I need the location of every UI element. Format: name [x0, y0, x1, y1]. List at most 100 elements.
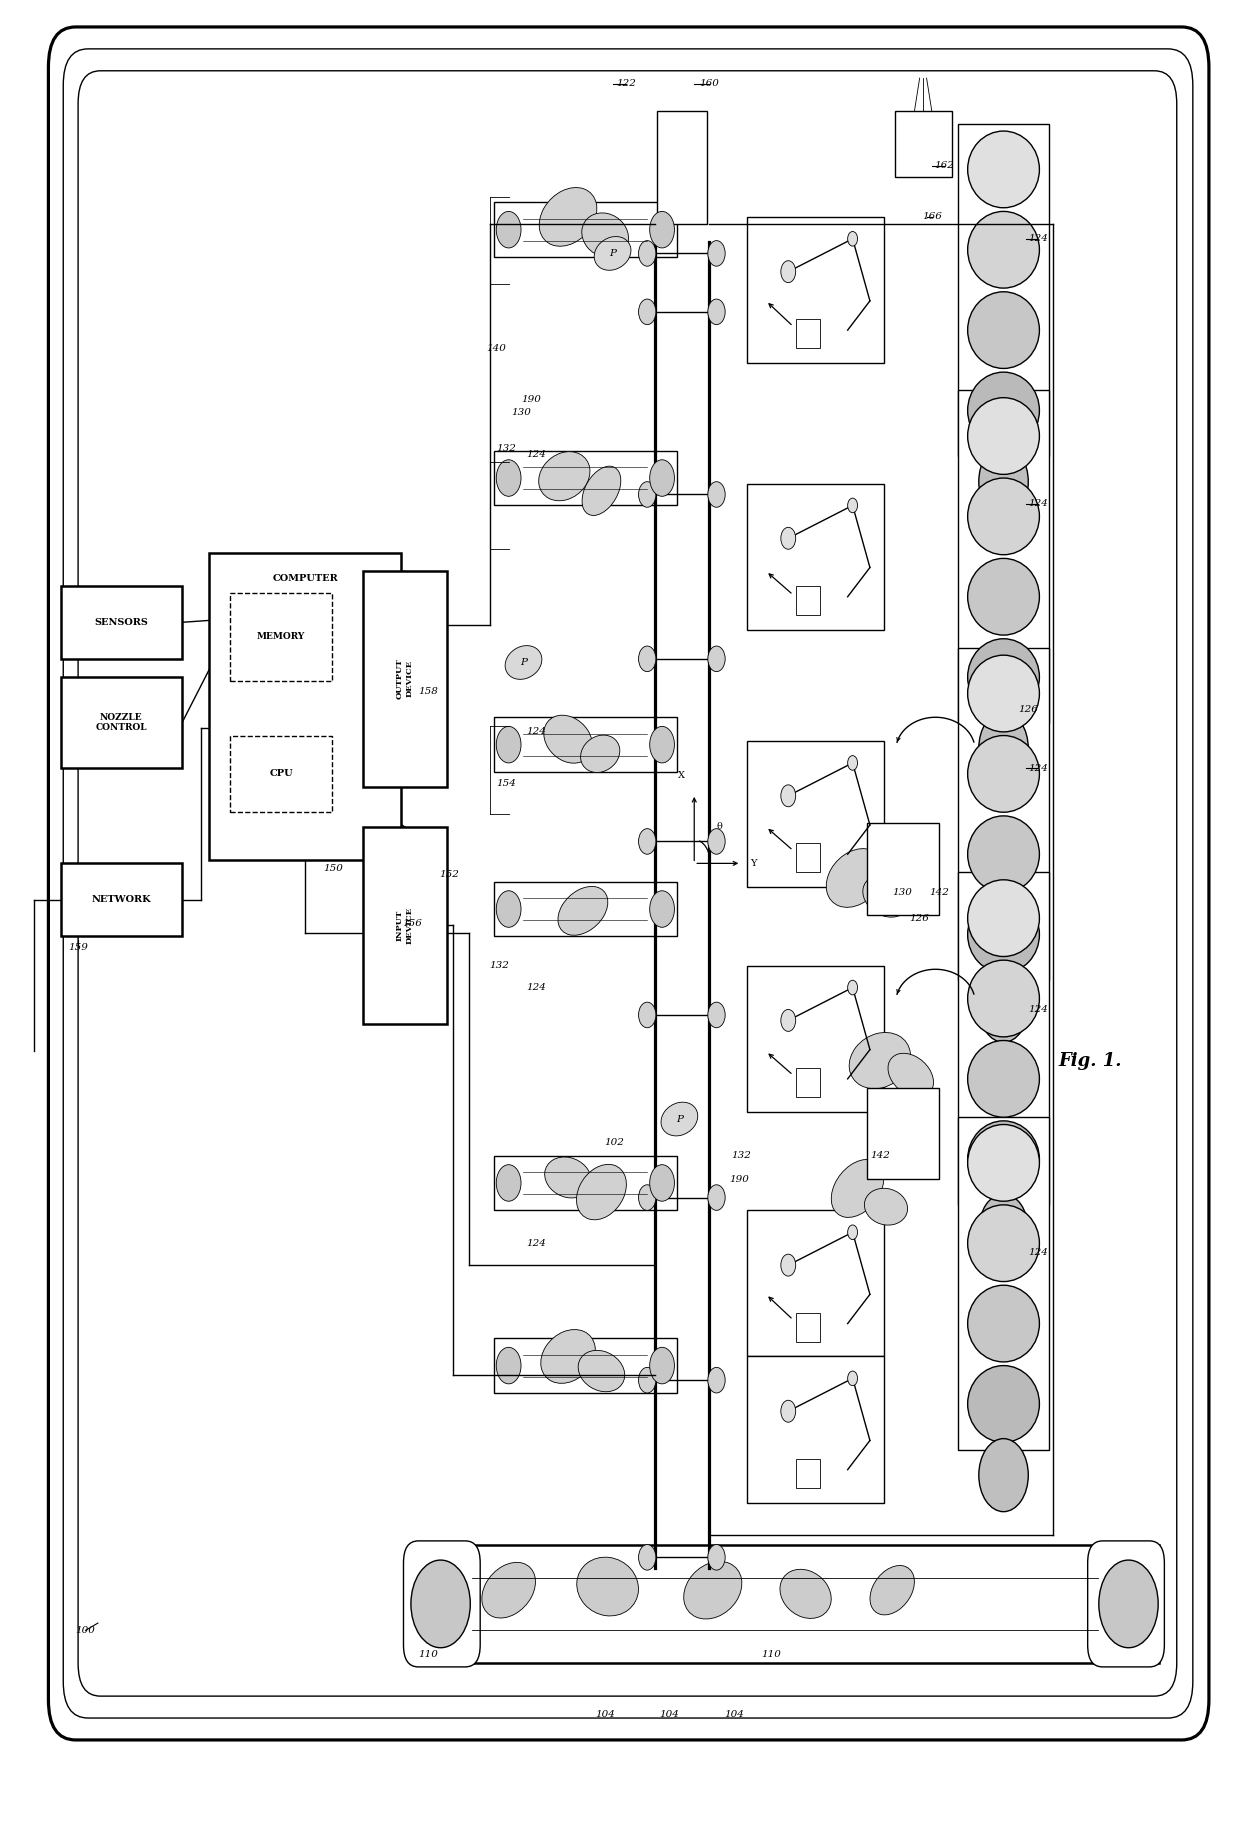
Circle shape — [650, 1165, 675, 1202]
Ellipse shape — [539, 188, 596, 247]
FancyBboxPatch shape — [48, 27, 1209, 1739]
Circle shape — [639, 481, 656, 507]
Bar — [362, 827, 446, 1024]
Circle shape — [708, 1368, 725, 1394]
Text: 124: 124 — [526, 982, 546, 991]
Text: 158: 158 — [418, 688, 438, 697]
Bar — [231, 735, 332, 812]
Circle shape — [781, 1401, 796, 1423]
Circle shape — [781, 262, 796, 283]
Circle shape — [848, 497, 858, 512]
Text: 190: 190 — [521, 395, 541, 404]
Bar — [957, 872, 1049, 1205]
Text: 140: 140 — [486, 344, 506, 353]
Text: 132: 132 — [496, 444, 516, 454]
Ellipse shape — [538, 452, 590, 501]
Text: 132: 132 — [732, 1150, 751, 1160]
Bar — [895, 112, 951, 177]
Text: 124: 124 — [526, 728, 546, 737]
Ellipse shape — [582, 212, 629, 258]
FancyBboxPatch shape — [1087, 1540, 1164, 1666]
Circle shape — [496, 1348, 521, 1385]
Text: P: P — [520, 658, 527, 668]
Ellipse shape — [577, 1556, 639, 1617]
Text: 104: 104 — [724, 1710, 744, 1719]
Circle shape — [708, 1544, 725, 1569]
Ellipse shape — [967, 1121, 1039, 1198]
Text: 124: 124 — [1028, 1004, 1048, 1013]
Bar — [957, 1118, 1049, 1450]
Text: θ: θ — [715, 823, 722, 832]
Ellipse shape — [826, 849, 884, 907]
Ellipse shape — [544, 715, 593, 763]
Bar — [796, 843, 821, 872]
Ellipse shape — [967, 558, 1039, 635]
Text: NOZZLE
CONTROL: NOZZLE CONTROL — [95, 713, 148, 732]
Ellipse shape — [780, 1569, 831, 1619]
Circle shape — [708, 829, 725, 854]
Ellipse shape — [544, 1158, 591, 1198]
Circle shape — [639, 1368, 656, 1394]
Ellipse shape — [967, 212, 1039, 289]
Circle shape — [978, 1439, 1028, 1513]
Ellipse shape — [870, 1566, 914, 1615]
Text: P: P — [609, 249, 616, 258]
Ellipse shape — [967, 880, 1039, 957]
Circle shape — [781, 785, 796, 807]
Text: 110: 110 — [761, 1650, 781, 1659]
Bar — [796, 1460, 821, 1489]
Bar — [868, 823, 939, 914]
Bar — [61, 585, 182, 658]
Text: 130: 130 — [511, 408, 531, 417]
Circle shape — [848, 755, 858, 770]
Circle shape — [978, 1194, 1028, 1267]
Ellipse shape — [558, 887, 608, 935]
Ellipse shape — [577, 1165, 626, 1220]
Circle shape — [496, 891, 521, 927]
Bar — [61, 677, 182, 768]
Text: CPU: CPU — [269, 770, 293, 779]
Bar — [210, 552, 401, 860]
Circle shape — [848, 1225, 858, 1240]
Text: 130: 130 — [892, 889, 913, 896]
Bar — [796, 1068, 821, 1097]
Circle shape — [708, 1002, 725, 1028]
Text: 152: 152 — [439, 871, 459, 878]
Circle shape — [781, 1255, 796, 1277]
Bar — [748, 966, 884, 1112]
Text: NETWORK: NETWORK — [92, 896, 151, 904]
Bar — [494, 717, 677, 772]
Circle shape — [639, 1002, 656, 1028]
Text: 142: 142 — [870, 1150, 890, 1160]
Circle shape — [708, 646, 725, 671]
Ellipse shape — [967, 735, 1039, 812]
Text: OUTPUT
DEVICE: OUTPUT DEVICE — [396, 658, 413, 699]
Text: 150: 150 — [324, 865, 343, 872]
Circle shape — [708, 300, 725, 324]
Text: 124: 124 — [1028, 1247, 1048, 1257]
Ellipse shape — [967, 896, 1039, 973]
Ellipse shape — [967, 1205, 1039, 1282]
Ellipse shape — [967, 1041, 1039, 1118]
Ellipse shape — [967, 655, 1039, 732]
Bar — [868, 1088, 939, 1180]
Bar — [494, 203, 677, 258]
Text: 100: 100 — [76, 1626, 95, 1635]
Bar — [657, 112, 707, 225]
Circle shape — [639, 646, 656, 671]
Bar — [61, 863, 182, 936]
Circle shape — [848, 1372, 858, 1386]
Ellipse shape — [661, 1103, 698, 1136]
Text: Fig. 1.: Fig. 1. — [1059, 1052, 1122, 1070]
Text: 102: 102 — [604, 1138, 624, 1147]
Text: 124: 124 — [1028, 234, 1048, 243]
Circle shape — [496, 212, 521, 249]
Ellipse shape — [594, 236, 631, 271]
Ellipse shape — [831, 1160, 884, 1218]
Circle shape — [639, 1185, 656, 1211]
Circle shape — [639, 1544, 656, 1569]
Text: 160: 160 — [699, 79, 719, 88]
Text: 142: 142 — [929, 889, 949, 896]
Circle shape — [650, 726, 675, 763]
Bar — [957, 390, 1049, 722]
